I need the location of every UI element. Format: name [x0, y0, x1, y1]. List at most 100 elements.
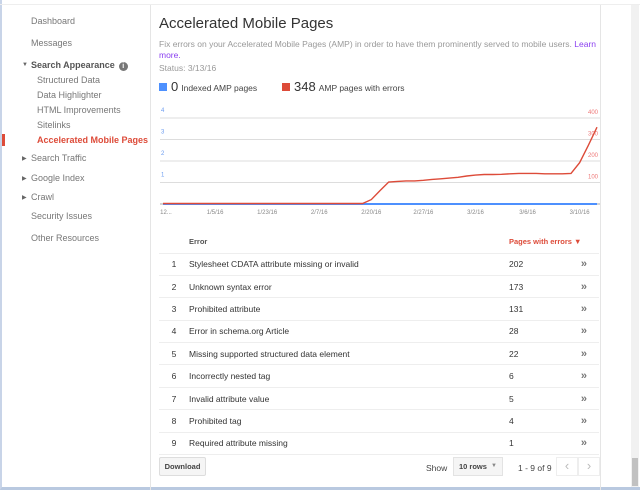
col-pages-with-errors[interactable]: Pages with errors ▼: [509, 231, 599, 254]
red-swatch: [282, 83, 290, 91]
table-header: Error Pages with errors ▼: [159, 231, 599, 254]
caret-right-icon: ▶: [22, 195, 27, 201]
pages-count: 5: [509, 387, 549, 411]
error-name[interactable]: Prohibited attribute: [189, 297, 509, 321]
sidebar-item-search-traffic[interactable]: Search Traffic: [31, 153, 87, 163]
x-tick: 2/27/16: [413, 210, 434, 216]
row-number: 4: [159, 320, 189, 344]
table-row[interactable]: 1 Stylesheet CDATA attribute missing or i…: [159, 253, 599, 276]
details-chevron-icon[interactable]: »: [548, 387, 599, 411]
error-name[interactable]: Error in schema.org Article: [189, 320, 509, 344]
sidebar-item-sitelinks[interactable]: Sitelinks: [37, 120, 71, 130]
error-name[interactable]: Unknown syntax error: [189, 275, 509, 299]
x-tick: 2/7/16: [311, 210, 328, 216]
table-row[interactable]: 7 Invalid attribute value 5»: [159, 387, 599, 411]
details-chevron-icon[interactable]: »: [548, 432, 599, 456]
errors-label: AMP pages with errors: [318, 83, 405, 93]
rows-value: 10 rows: [459, 462, 487, 471]
row-number: 6: [159, 364, 189, 388]
sidebar-item-dashboard[interactable]: Dashboard: [31, 16, 76, 26]
pages-count: 22: [509, 342, 549, 366]
sidebar-item-messages[interactable]: Messages: [31, 38, 73, 48]
pages-count: 4: [509, 409, 549, 433]
scrollbar-thumb[interactable]: [632, 458, 638, 486]
y-left-tick: 1: [161, 173, 165, 179]
row-number: 8: [159, 409, 189, 433]
sidebar-item-crawl[interactable]: Crawl: [31, 192, 55, 202]
sidebar-item-data-highlighter[interactable]: Data Highlighter: [37, 90, 102, 100]
error-name[interactable]: Prohibited tag: [189, 409, 509, 433]
table-row[interactable]: 5 Missing supported structured data eleme…: [159, 342, 599, 366]
x-tick: 3/10/16: [570, 210, 591, 216]
pages-count: 131: [509, 297, 549, 321]
details-chevron-icon[interactable]: »: [548, 364, 599, 388]
error-name[interactable]: Required attribute missing: [189, 432, 509, 456]
details-chevron-icon[interactable]: »: [548, 275, 599, 299]
details-chevron-icon[interactable]: »: [548, 342, 599, 366]
errors-table: Error Pages with errors ▼ 1 Stylesheet CD…: [159, 231, 599, 456]
x-tick: 3/2/16: [467, 210, 484, 216]
download-button[interactable]: Download: [159, 457, 206, 476]
scrollbar[interactable]: [631, 5, 639, 487]
caret-right-icon: ▶: [22, 176, 27, 182]
pages-count: 173: [509, 275, 549, 299]
row-number: 5: [159, 342, 189, 366]
table-row[interactable]: 6 Incorrectly nested tag 6»: [159, 364, 599, 388]
indexed-label: Indexed AMP pages: [181, 83, 258, 93]
pages-count: 202: [509, 253, 549, 276]
error-name[interactable]: Missing supported structured data elemen…: [189, 342, 509, 366]
y-right-tick: 400: [588, 110, 599, 116]
status-date: Status: 3/13/16: [159, 63, 217, 73]
sidebar-item-security-issues[interactable]: Security Issues: [31, 211, 93, 221]
y-right-tick: 100: [588, 175, 599, 181]
legend-indexed[interactable]: 0 Indexed AMP pages: [159, 79, 257, 94]
table-row[interactable]: 4 Error in schema.org Article 28»: [159, 320, 599, 344]
sidebar-item-other-resources[interactable]: Other Resources: [31, 233, 100, 243]
info-icon[interactable]: i: [118, 62, 128, 71]
pagination-info: 1 - 9 of 9: [518, 463, 552, 473]
errors-count: 348: [294, 79, 316, 94]
details-chevron-icon[interactable]: »: [548, 297, 599, 321]
dropdown-caret-icon: ▼: [491, 463, 497, 469]
learn-more-link[interactable]: Learn more.: [159, 39, 597, 60]
caret-right-icon: ▶: [22, 156, 27, 162]
page-description: Fix errors on your Accelerated Mobile Pa…: [159, 39, 599, 61]
table-row[interactable]: 2 Unknown syntax error 173»: [159, 275, 599, 299]
sidebar-item-search-appearance[interactable]: Search Appearance i: [31, 60, 128, 71]
pages-count: 28: [509, 320, 549, 344]
sidebar-item-structured-data[interactable]: Structured Data: [37, 75, 101, 85]
sidebar-item-amp[interactable]: Accelerated Mobile Pages: [37, 135, 149, 145]
error-name[interactable]: Invalid attribute value: [189, 387, 509, 411]
row-number: 2: [159, 275, 189, 299]
col-error[interactable]: Error: [189, 231, 509, 254]
table-row[interactable]: 9 Required attribute missing 1»: [159, 432, 599, 456]
rows-select[interactable]: 10 rows ▼: [453, 457, 503, 476]
next-page-button[interactable]: ›: [578, 457, 600, 476]
details-chevron-icon[interactable]: »: [548, 409, 599, 433]
x-tick: 2/20/16: [361, 210, 382, 216]
blue-swatch: [159, 83, 167, 91]
table-row[interactable]: 3 Prohibited attribute 131»: [159, 297, 599, 321]
sidebar-item-html-improvements[interactable]: HTML Improvements: [37, 105, 121, 115]
legend-errors[interactable]: 348 AMP pages with errors: [282, 79, 405, 94]
y-left-tick: 4: [161, 108, 165, 114]
page-title: Accelerated Mobile Pages: [159, 15, 334, 32]
main-content: Accelerated Mobile Pages Fix errors on y…: [151, 5, 601, 490]
caret-down-icon: ▼: [22, 62, 28, 68]
details-chevron-icon[interactable]: »: [548, 320, 599, 344]
indexed-count: 0: [171, 79, 179, 94]
error-name[interactable]: Stylesheet CDATA attribute missing or in…: [189, 253, 509, 276]
row-number: 3: [159, 297, 189, 321]
row-number: 9: [159, 432, 189, 456]
y-left-tick: 2: [161, 151, 165, 157]
prev-page-button[interactable]: ‹: [556, 457, 578, 476]
error-name[interactable]: Incorrectly nested tag: [189, 364, 509, 388]
details-chevron-icon[interactable]: »: [548, 253, 599, 276]
pages-count: 6: [509, 364, 549, 388]
table-row[interactable]: 8 Prohibited tag 4»: [159, 409, 599, 433]
sidebar: Dashboard Messages ▼ Search Appearance i …: [0, 5, 151, 490]
sidebar-item-google-index[interactable]: Google Index: [31, 173, 85, 183]
x-tick: 3/6/16: [519, 210, 536, 216]
